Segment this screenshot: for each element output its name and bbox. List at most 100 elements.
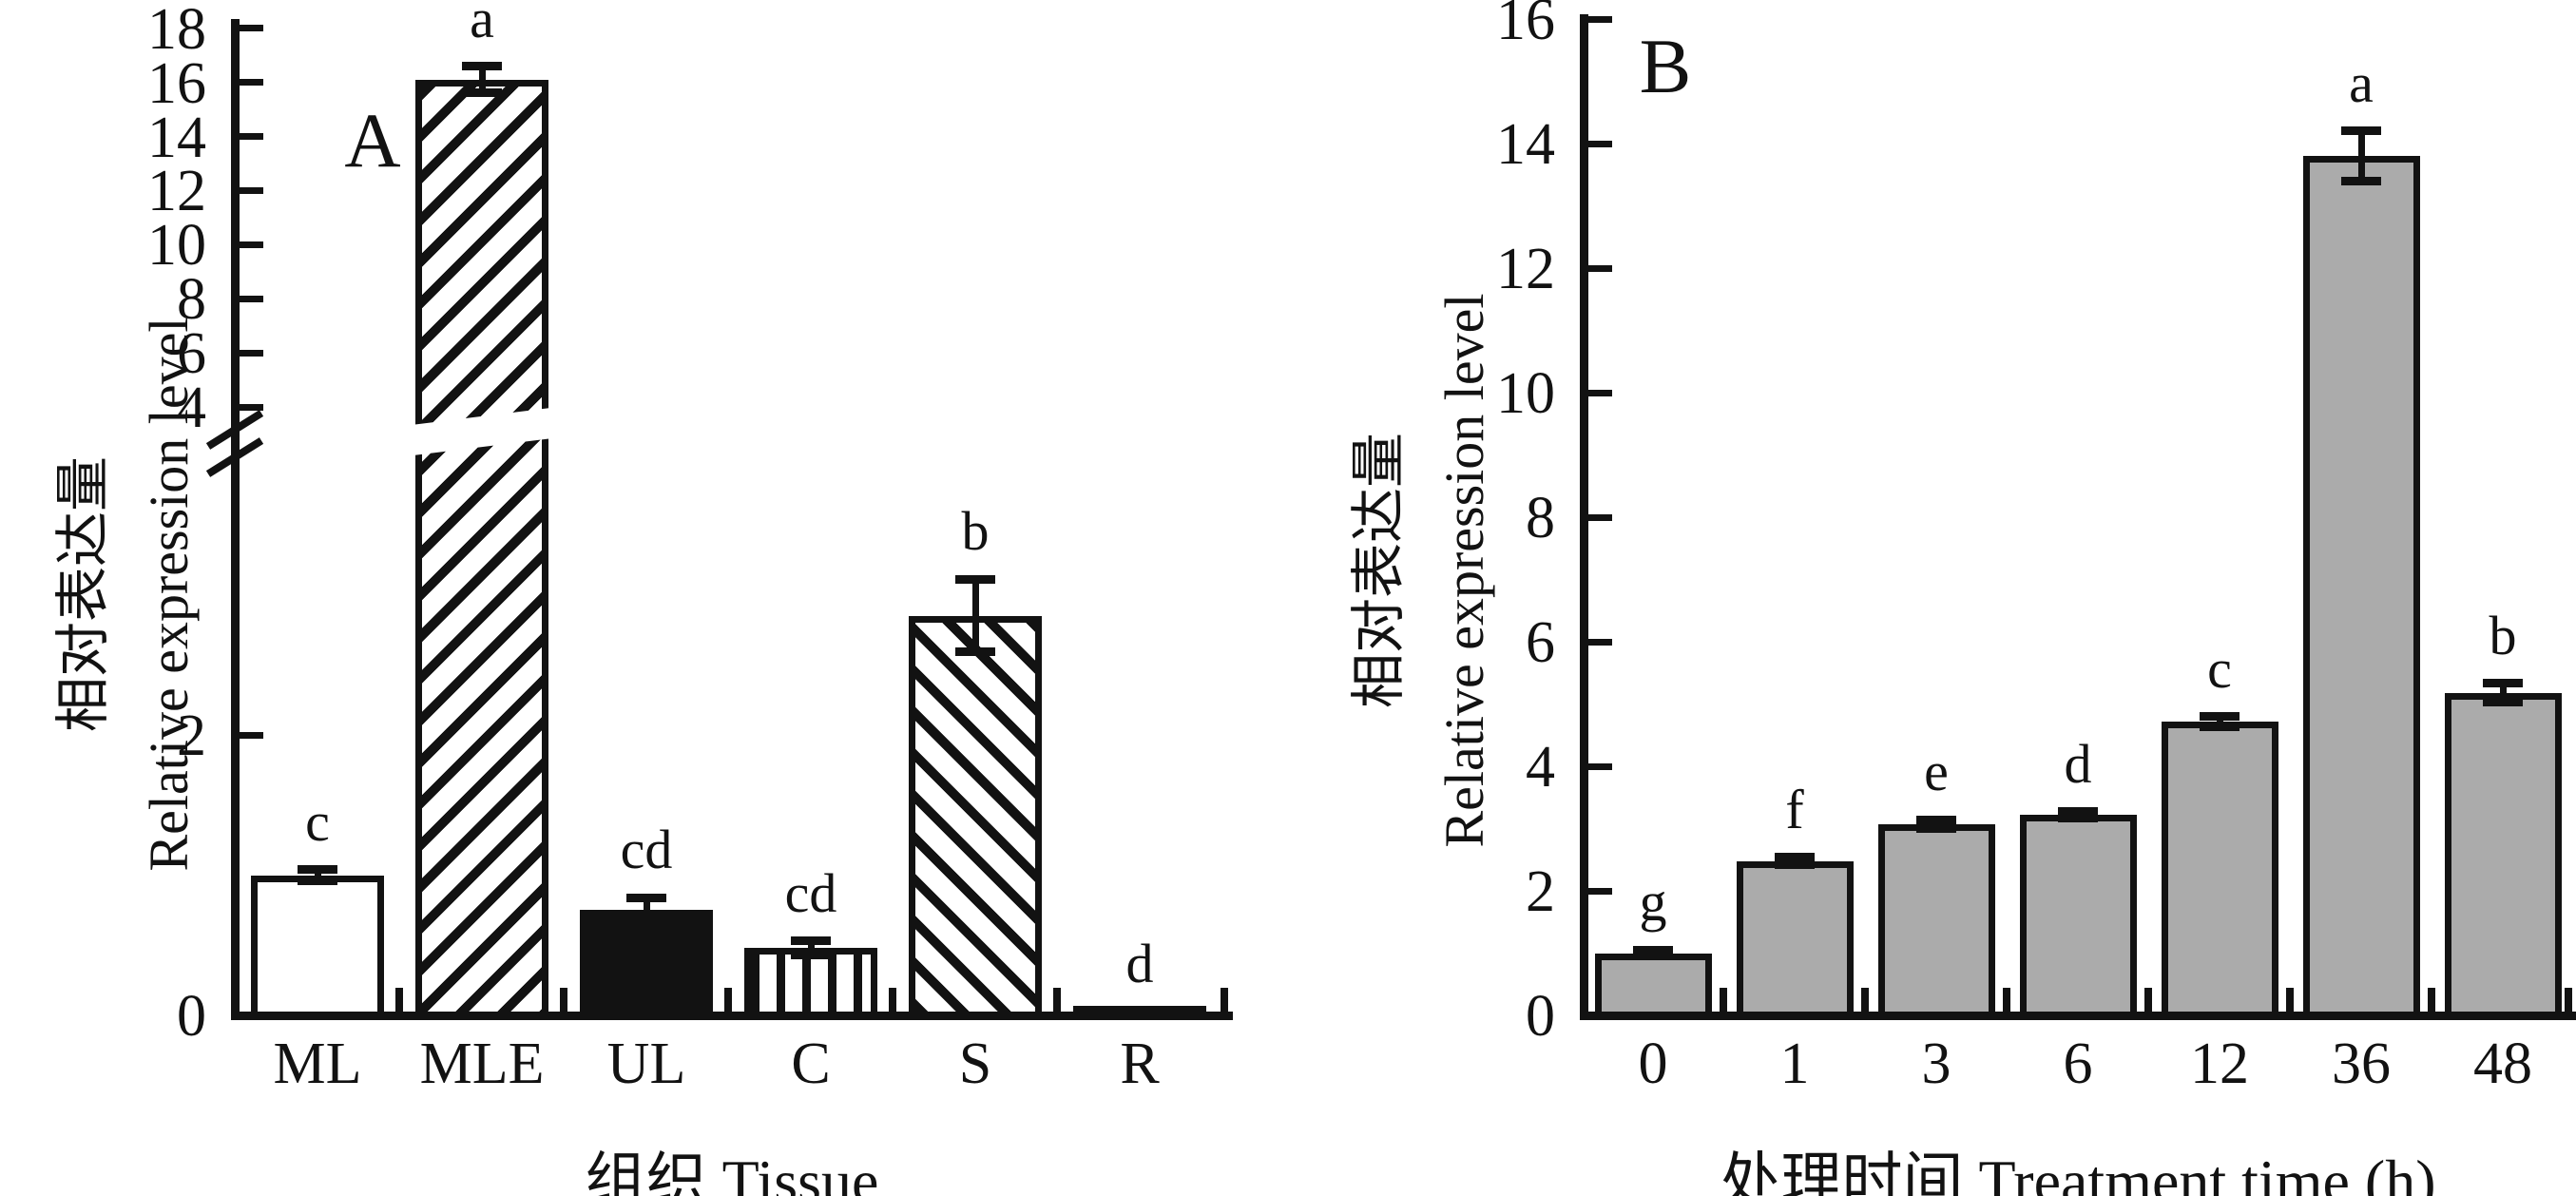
panel-label-a: A	[344, 97, 401, 183]
x-nub-a-0	[395, 988, 403, 1012]
y-axis-a	[230, 19, 240, 1020]
bar-b-48	[2444, 692, 2562, 1019]
x-nub-a-1	[560, 988, 567, 1012]
y-tick-label-a-8: 8	[177, 267, 206, 333]
error-cap-a-MLE-high	[462, 62, 502, 71]
sig-letter-a-R: d	[1125, 932, 1154, 994]
sig-letter-b-12: c	[2207, 637, 2232, 700]
bar-b-6	[2019, 815, 2137, 1019]
x-tick-label-b-3: 3	[1921, 1032, 1951, 1096]
y-tick-label-b-10: 10	[1496, 361, 1555, 426]
sig-letter-a-MLE: a	[470, 0, 494, 49]
x-tick-label-a-S: S	[958, 1032, 992, 1096]
error-cap-b-1-low	[1775, 859, 1815, 869]
error-cap-b-0-low	[1633, 952, 1673, 961]
x-axis-b	[1579, 1011, 2576, 1020]
x-tick-label-a-UL: UL	[606, 1032, 686, 1096]
bar-b-36	[2302, 156, 2420, 1019]
sig-letter-a-UL: cd	[620, 819, 673, 881]
x-nub-b-5	[2428, 988, 2435, 1012]
y-tick-a-16	[239, 79, 263, 87]
x-nub-b-6	[2565, 988, 2572, 1012]
error-cap-a-ML-high	[298, 865, 337, 875]
x-nub-b-4	[2286, 988, 2294, 1012]
y-tick-b-10	[1587, 389, 1612, 396]
error-cap-a-MLE-low	[462, 88, 502, 98]
error-cap-b-0-high	[1633, 945, 1673, 955]
y-tick-a-14	[239, 133, 263, 140]
error-cap-b-1-high	[1775, 853, 1815, 862]
y-axis-b	[1579, 14, 1588, 1020]
y-tick-b-16	[1587, 15, 1612, 23]
error-cap-b-36-low	[2341, 176, 2381, 185]
y-tick-label-b-8: 8	[1526, 486, 1555, 550]
error-whisker-a-UL	[643, 897, 650, 923]
x-tick-label-b-48: 48	[2473, 1032, 2532, 1096]
error-cap-a-C-low	[791, 951, 831, 960]
x-nub-a-2	[724, 988, 732, 1012]
y-tick-a-8	[239, 295, 263, 302]
error-whisker-b-3	[1932, 820, 1940, 829]
sig-letter-b-6: d	[2064, 732, 2092, 795]
error-cap-b-36-high	[2341, 126, 2381, 136]
sig-letter-b-1: f	[1785, 778, 1804, 840]
y-tick-b-14	[1587, 140, 1612, 147]
y-tick-label-b-6: 6	[1526, 610, 1555, 675]
y-tick-b-8	[1587, 513, 1612, 521]
bar-a-S	[909, 615, 1042, 1019]
y-tick-a-0	[239, 1012, 263, 1019]
x-nub-b-0	[1720, 988, 1727, 1012]
sig-letter-a-S: b	[961, 500, 990, 563]
x-tick-label-b-0: 0	[1638, 1032, 1668, 1096]
error-whisker-a-S	[971, 579, 979, 652]
y-tick-label-a-6: 6	[177, 321, 206, 387]
error-cap-a-UL-high	[626, 893, 666, 902]
y-tick-label-b-2: 2	[1526, 859, 1555, 924]
error-cap-a-UL-low	[626, 918, 666, 928]
x-tick-label-b-6: 6	[2063, 1032, 2093, 1096]
bar-b-3	[1877, 823, 1995, 1019]
x-nub-b-1	[1861, 988, 1869, 1012]
sig-letter-b-0: g	[1639, 871, 1667, 934]
x-tick-label-b-36: 36	[2332, 1032, 2391, 1096]
error-cap-b-6-high	[2058, 807, 2098, 817]
sig-letter-b-48: b	[2489, 604, 2517, 666]
error-cap-a-C-high	[791, 936, 831, 946]
bar-b-0	[1594, 953, 1712, 1019]
x-tick-label-a-C: C	[791, 1032, 831, 1096]
bar-b-1	[1736, 860, 1854, 1019]
x-tick-label-b-1: 1	[1779, 1032, 1810, 1096]
panel-label-b: B	[1639, 23, 1692, 109]
y-tick-a-2	[239, 731, 263, 739]
x-tick-label-a-ML: ML	[273, 1032, 362, 1096]
y-tick-label-b-12: 12	[1496, 237, 1555, 301]
y-tick-label-a-12: 12	[147, 159, 206, 224]
y-tick-label-a-14: 14	[147, 105, 206, 170]
y-tick-label-b-14: 14	[1496, 112, 1555, 177]
error-whisker-a-ML	[314, 869, 321, 881]
bar-b-12	[2161, 721, 2278, 1019]
error-cap-b-12-low	[2200, 722, 2240, 731]
error-cap-b-3-high	[1916, 815, 1956, 824]
y-tick-a-6	[239, 349, 263, 357]
error-whisker-a-MLE	[478, 66, 486, 93]
x-nub-b-2	[2003, 988, 2010, 1012]
x-axis-title-a: 组织 Tissue	[585, 1148, 879, 1196]
y-tick-b-4	[1587, 762, 1612, 770]
x-tick-label-a-R: R	[1120, 1032, 1160, 1096]
y-tick-a-12	[239, 186, 263, 194]
x-axis-title-b: 处理时间 Treatment time (h)	[1720, 1148, 2436, 1196]
error-whisker-b-36	[2357, 130, 2365, 182]
error-cap-a-S-high	[955, 574, 995, 584]
error-whisker-b-48	[2499, 683, 2507, 703]
bar-a-ML	[251, 875, 384, 1019]
error-cap-b-6-low	[2058, 813, 2098, 822]
error-cap-b-12-high	[2200, 712, 2240, 722]
y-tick-label-b-4: 4	[1526, 735, 1555, 800]
y-tick-b-0	[1587, 1012, 1612, 1019]
error-whisker-a-C	[807, 940, 815, 955]
y-tick-a-4	[239, 403, 263, 411]
